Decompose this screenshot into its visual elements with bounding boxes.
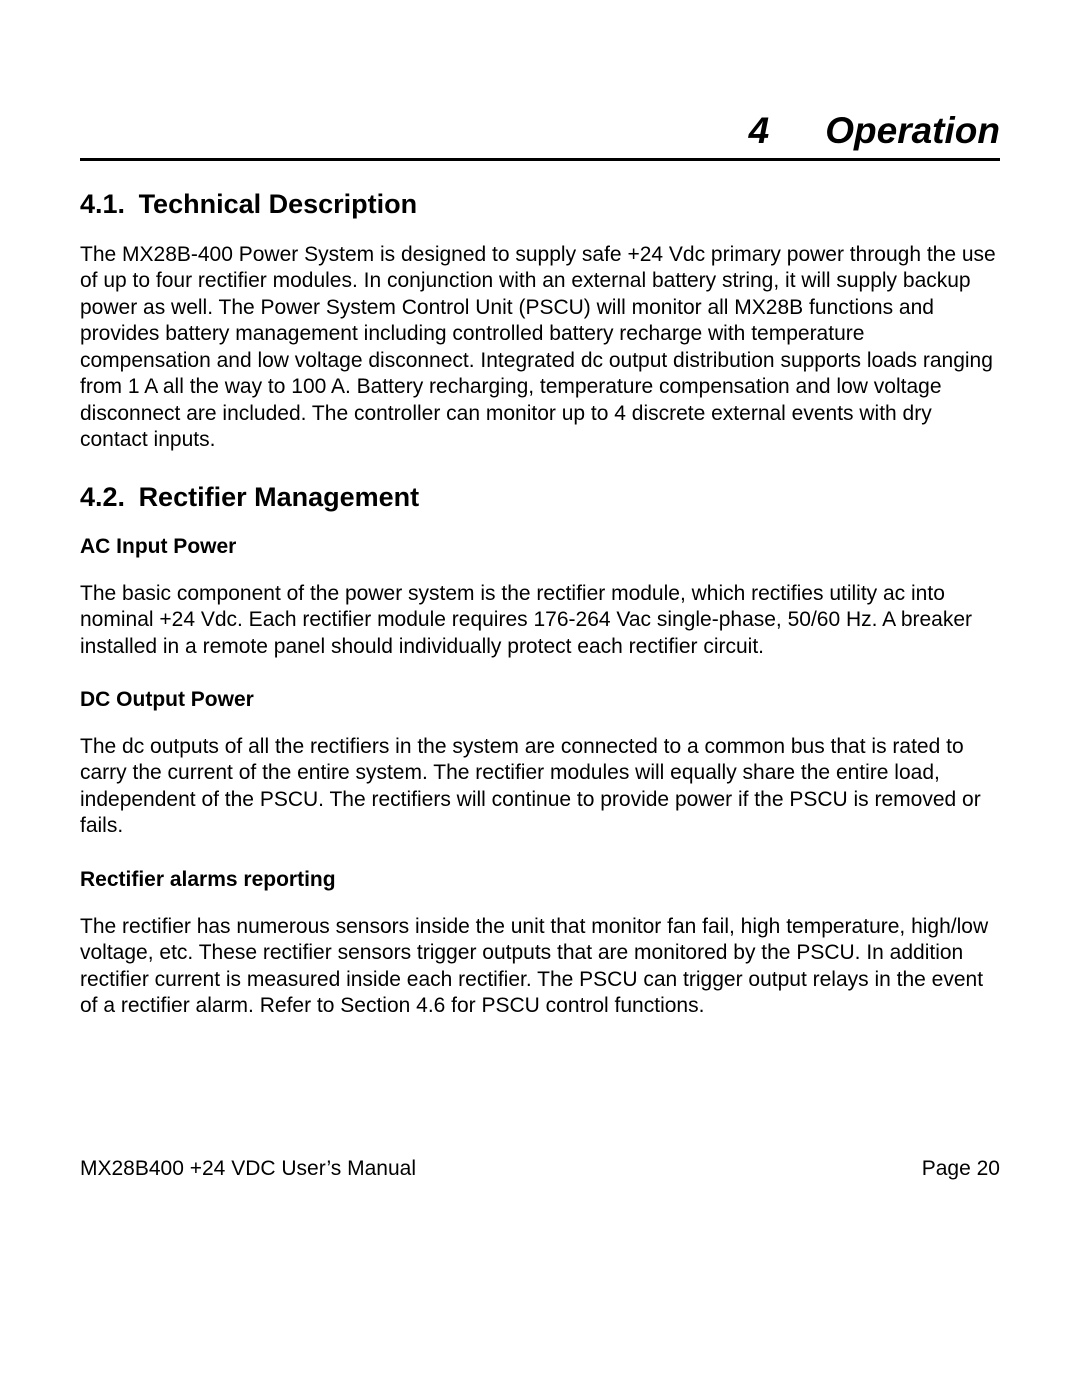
paragraph-dc-output-power: The dc outputs of all the rectifiers in … xyxy=(80,734,1000,840)
footer-manual-title: MX28B400 +24 VDC User’s Manual xyxy=(80,1157,416,1181)
paragraph-ac-input-power: The basic component of the power system … xyxy=(80,581,1000,660)
chapter-name: Operation xyxy=(825,110,1000,151)
paragraph-rectifier-alarms: The rectifier has numerous sensors insid… xyxy=(80,914,1000,1020)
section-number: 4.1. xyxy=(80,189,125,220)
section-heading-4-1: 4.1. Technical Description xyxy=(80,189,1000,220)
chapter-number: 4 xyxy=(749,110,770,151)
section-title: Rectifier Management xyxy=(139,482,420,512)
subheading-rectifier-alarms: Rectifier alarms reporting xyxy=(80,868,1000,892)
document-page: 4 Operation 4.1. Technical Description Th… xyxy=(0,0,1080,1020)
chapter-title: 4 Operation xyxy=(80,110,1000,161)
page-footer: MX28B400 +24 VDC User’s Manual Page 20 xyxy=(80,1157,1000,1181)
section-title: Technical Description xyxy=(139,189,418,219)
section-heading-4-2: 4.2. Rectifier Management xyxy=(80,482,1000,513)
subheading-dc-output-power: DC Output Power xyxy=(80,688,1000,712)
section-4-1-paragraph: The MX28B-400 Power System is designed t… xyxy=(80,242,1000,454)
footer-page-number: Page 20 xyxy=(922,1157,1000,1181)
section-number: 4.2. xyxy=(80,482,125,513)
subheading-ac-input-power: AC Input Power xyxy=(80,535,1000,559)
